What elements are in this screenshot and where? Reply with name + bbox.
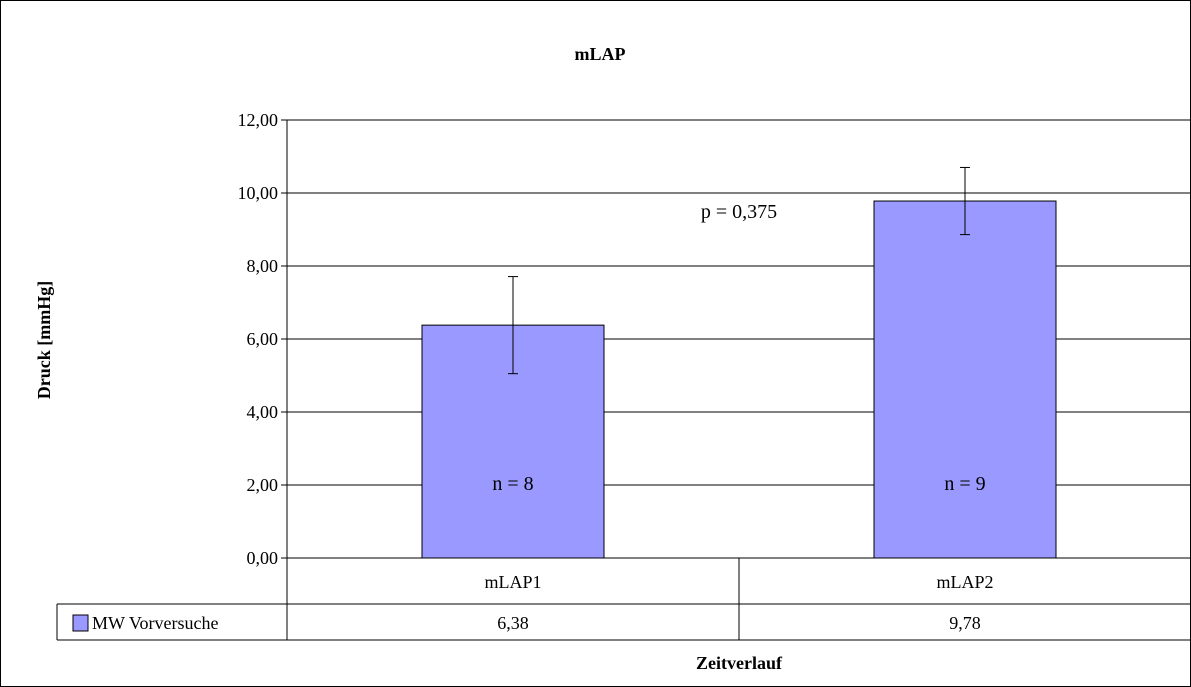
table-value-cell: 9,78 bbox=[949, 613, 981, 633]
sample-size-label: n = 8 bbox=[492, 473, 533, 495]
data-table: mLAP1 6,38 mLAP2 9,78 MW Vorversuche bbox=[56, 558, 1190, 641]
error-bars bbox=[508, 166, 970, 375]
y-tick-label: 12,00 bbox=[238, 110, 279, 130]
x-axis-label: Zeitverlauf bbox=[696, 653, 783, 673]
y-tick-label: 10,00 bbox=[238, 183, 279, 203]
bar-mLAP2 bbox=[873, 200, 1057, 559]
y-tick-label: 8,00 bbox=[247, 256, 279, 276]
y-tick-label: 4,00 bbox=[247, 402, 279, 422]
annotations: n = 8 n = 9 p = 0,375 bbox=[492, 201, 985, 495]
table-value-cell: 6,38 bbox=[497, 613, 529, 633]
sample-size-label: n = 9 bbox=[944, 473, 985, 495]
p-value-label: p = 0,375 bbox=[701, 201, 777, 223]
bars bbox=[421, 200, 1057, 559]
legend-label: MW Vorversuche bbox=[92, 613, 218, 633]
chart-title: mLAP bbox=[575, 44, 626, 64]
y-tick-label: 0,00 bbox=[247, 548, 279, 568]
y-axis-ticks: 0,00 2,00 4,00 6,00 8,00 10,00 12,00 bbox=[238, 110, 287, 568]
y-tick-label: 2,00 bbox=[247, 475, 279, 495]
y-tick-label: 6,00 bbox=[247, 329, 279, 349]
y-axis-label: Druck [mmHg] bbox=[34, 281, 54, 399]
legend-swatch bbox=[72, 614, 89, 632]
x-category-label: mLAP2 bbox=[936, 572, 993, 592]
x-category-label: mLAP1 bbox=[484, 572, 541, 592]
